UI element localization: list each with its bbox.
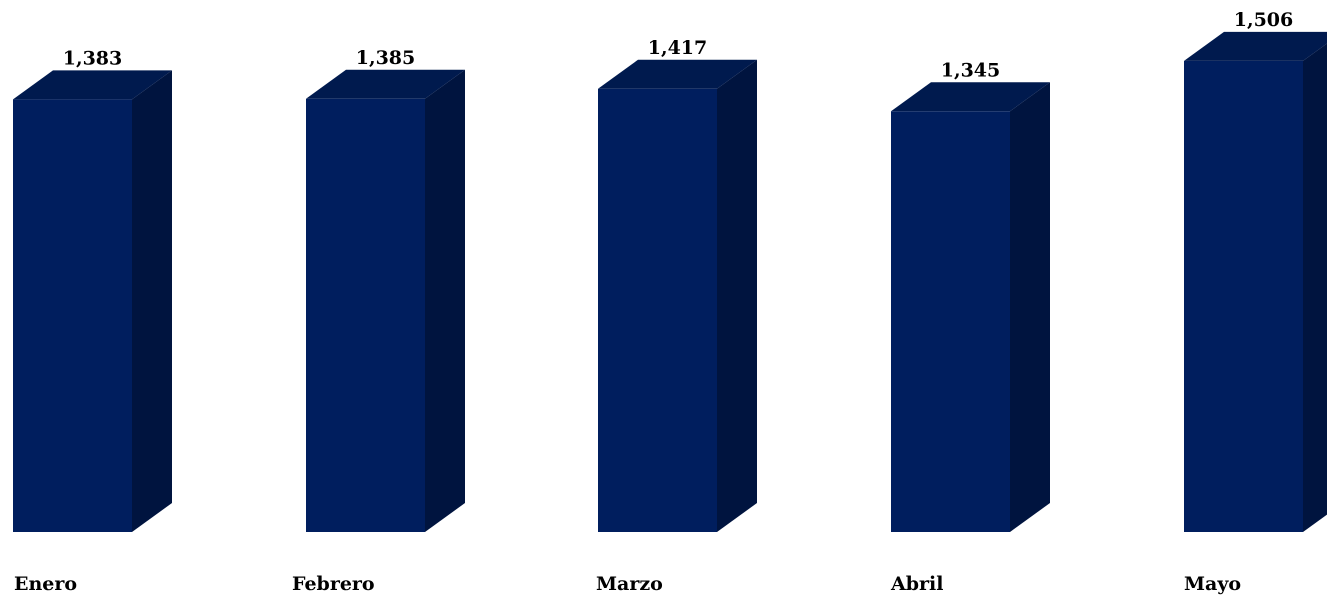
bar-top-face (13, 70, 172, 100)
bar-mayo (1184, 31, 1327, 533)
bar-side-face (1010, 82, 1050, 532)
x-tick-label: Febrero (292, 573, 375, 595)
bar-side-face (132, 70, 172, 533)
data-label: 1,383 (63, 47, 123, 69)
bar-side-face (717, 59, 757, 533)
bar-side-face (425, 69, 465, 532)
bar-enero (13, 70, 172, 533)
data-label: 1,417 (648, 37, 708, 59)
bar-front-face (13, 99, 132, 533)
data-label: 1,385 (356, 47, 416, 69)
bar-side-face (1303, 43, 1327, 532)
bar-top-face (891, 82, 1050, 112)
bar-marzo (598, 59, 757, 533)
bar-front-face (1184, 60, 1303, 533)
bar-front-face (598, 88, 717, 533)
data-label: 1,506 (1234, 9, 1294, 31)
bar-top-face (306, 69, 465, 99)
x-tick-label: Abril (890, 573, 943, 595)
bar-top-face (1184, 31, 1327, 61)
bar-top-face (598, 59, 757, 89)
bar-febrero (306, 69, 465, 532)
x-tick-label: Enero (14, 573, 77, 595)
bar-front-face (306, 98, 425, 532)
data-label: 1,345 (941, 59, 1001, 81)
x-tick-label: Marzo (596, 573, 663, 595)
bar-abril (891, 82, 1050, 532)
bar-front-face (891, 111, 1010, 532)
x-tick-label: Mayo (1184, 573, 1241, 595)
